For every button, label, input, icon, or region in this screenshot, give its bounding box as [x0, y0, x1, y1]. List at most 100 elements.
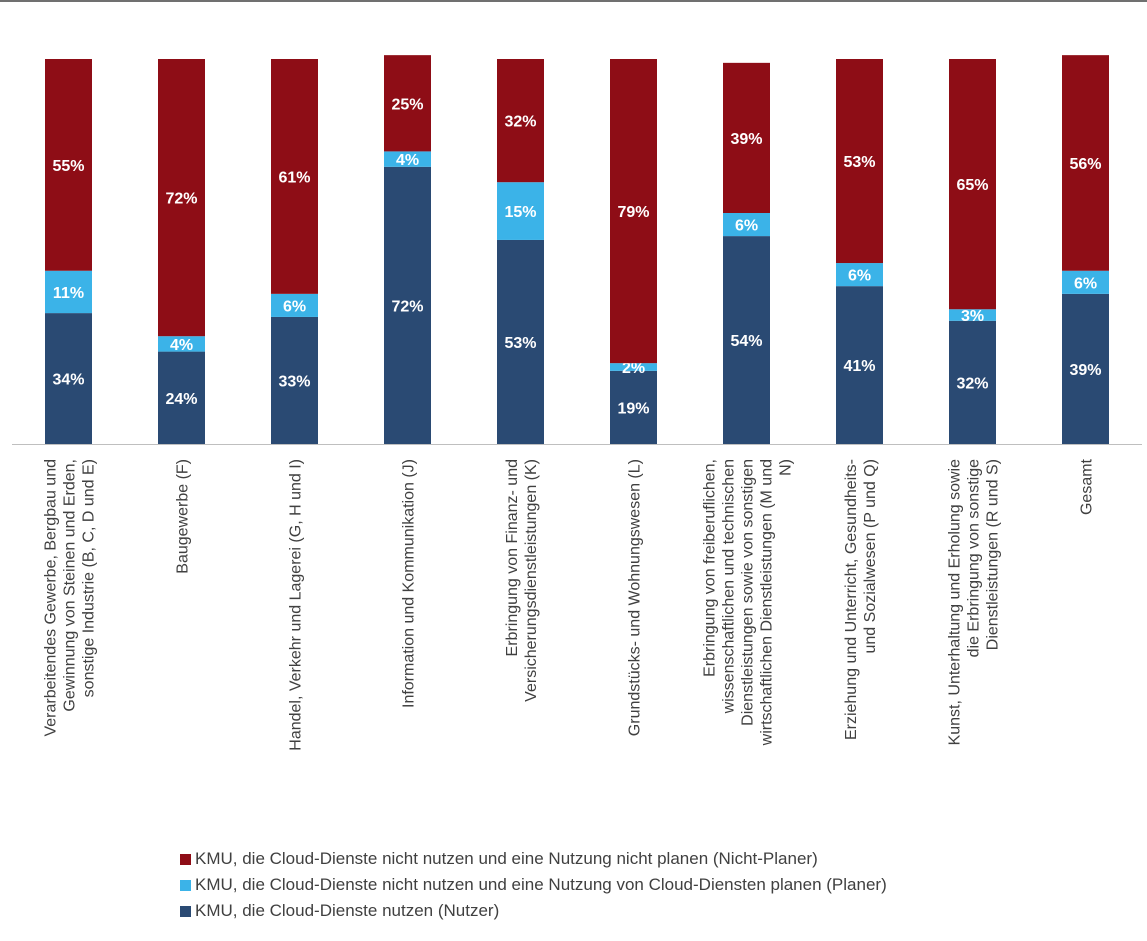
- data-label: 53%: [843, 154, 875, 171]
- x-tick-text: Information und Kommunikation (J): [401, 459, 418, 708]
- data-label: 4%: [396, 152, 419, 169]
- legend-swatch-nutzer: [180, 905, 191, 917]
- x-tick-label: Handel, Verkehr und Lagerei (G, H und I): [288, 459, 305, 751]
- x-tick-line: Dienstleistungen sowie von sonstigen: [740, 459, 757, 726]
- bar-segment: [610, 363, 657, 371]
- data-label: 55%: [52, 158, 84, 175]
- legend-item-nicht-planer: KMU, die Cloud-Dienste nicht nutzen und …: [180, 846, 887, 872]
- bar-segment: [836, 59, 883, 264]
- x-tick-line: wirtschaftlichen Dienstleistungen (M und: [759, 459, 776, 746]
- x-tick-text: Verarbeitendes Gewerbe, Bergbau und Gewin…: [43, 459, 98, 737]
- x-tick-label: Kunst, Unterhaltung und Erholung sowie di…: [947, 459, 1002, 746]
- x-tick-label: Verarbeitendes Gewerbe, Bergbau und Gewin…: [43, 459, 98, 737]
- x-tick-line: wissenschaftlichen und technischen: [721, 459, 738, 714]
- data-label: 41%: [843, 358, 875, 375]
- data-label: 11%: [53, 285, 84, 302]
- bar-segment: [384, 55, 431, 152]
- bar-segment: [45, 59, 92, 271]
- x-tick-label: Erbringung von freiberuflichen, wissensch…: [702, 459, 795, 746]
- bar-segment: [497, 59, 544, 183]
- x-tick-line: Erbringung von freiberuflichen,: [702, 459, 719, 677]
- data-label: 32%: [504, 114, 536, 131]
- legend: KMU, die Cloud-Dienste nicht nutzen und …: [180, 846, 887, 924]
- x-tick-line: Versicherungsdienstleistungen (K): [523, 459, 540, 702]
- bar-segment: [271, 59, 318, 294]
- x-tick-line: N): [778, 459, 795, 476]
- x-tick-line: Kunst, Unterhaltung und Erholung sowie: [947, 459, 964, 746]
- x-tick-line: Dienstleistungen (R und S): [985, 459, 1002, 650]
- data-label: 6%: [1074, 275, 1097, 292]
- x-tick-line: sonstige Industrie (B, C, D und E): [81, 459, 98, 697]
- data-label: 15%: [504, 204, 536, 221]
- x-tick-line: Baugewerbe (F): [175, 459, 192, 574]
- bar-segment: [45, 270, 92, 314]
- bar-segment: [384, 166, 431, 445]
- bar-segment: [610, 370, 657, 444]
- bar-segment: [836, 286, 883, 444]
- x-tick-text: Erbringung von freiberuflichen, wissensch…: [702, 459, 795, 746]
- data-label: 72%: [165, 191, 197, 208]
- x-tick-text: Kunst, Unterhaltung und Erholung sowie di…: [947, 459, 1002, 746]
- bar-segment: [158, 59, 205, 337]
- data-label: 54%: [730, 333, 762, 350]
- data-label: 34%: [52, 372, 84, 389]
- data-label: 6%: [283, 298, 306, 315]
- x-tick-text: Baugewerbe (F): [175, 459, 192, 574]
- data-label: 32%: [956, 375, 988, 392]
- bar-segment: [45, 313, 92, 444]
- data-label: 6%: [848, 268, 871, 285]
- legend-label-nicht-planer: KMU, die Cloud-Dienste nicht nutzen und …: [195, 849, 818, 868]
- data-label: 72%: [391, 298, 423, 315]
- bar-segment: [723, 236, 770, 444]
- bar-segment: [949, 320, 996, 444]
- bar-segment: [723, 62, 770, 213]
- data-label: 3%: [961, 308, 984, 325]
- data-label: 25%: [391, 96, 423, 113]
- bar-segment: [384, 151, 431, 167]
- x-tick-line: Gesamt: [1079, 458, 1096, 515]
- x-tick-label: Gesamt: [1079, 458, 1096, 515]
- x-tick-line: Gewinnung von Steinen und Erden,: [62, 459, 79, 712]
- data-label: 39%: [730, 131, 762, 148]
- x-tick-line: Erziehung und Unterricht, Gesundheits-: [843, 459, 860, 740]
- data-label: 24%: [165, 391, 197, 408]
- x-tick-text: Handel, Verkehr und Lagerei (G, H und I): [288, 459, 305, 751]
- legend-item-planer: KMU, die Cloud-Dienste nicht nutzen und …: [180, 872, 887, 898]
- data-label: 4%: [170, 337, 193, 354]
- data-label: 56%: [1069, 156, 1101, 173]
- x-tick-line: Grundstücks- und Wohnungswesen (L): [627, 459, 644, 736]
- x-tick-line: die Erbringung von sonstige: [966, 459, 983, 657]
- bar-segment: [271, 293, 318, 317]
- x-tick-text: Erbringung von Finanz- und Versicherungsd…: [504, 459, 540, 702]
- data-label: 39%: [1069, 362, 1101, 379]
- legend-swatch-planer: [180, 879, 191, 891]
- x-tick-line: Information und Kommunikation (J): [401, 459, 418, 708]
- x-tick-text: Erziehung und Unterricht, Gesundheits-un…: [843, 459, 879, 740]
- x-tick-label: Erziehung und Unterricht, Gesundheits-un…: [843, 459, 879, 740]
- legend-item-nutzer: KMU, die Cloud-Dienste nutzen (Nutzer): [180, 898, 887, 924]
- data-label: 79%: [617, 204, 649, 221]
- bar-segment: [497, 239, 544, 444]
- bar-segment: [723, 213, 770, 237]
- data-label: 65%: [956, 177, 988, 194]
- x-tick-line: Handel, Verkehr und Lagerei (G, H und I): [288, 459, 305, 751]
- x-tick-line: und Sozialwesen (P und Q): [862, 459, 879, 653]
- x-tick-line: Erbringung von Finanz- und: [504, 459, 521, 656]
- data-label: 53%: [504, 335, 536, 352]
- data-label: 6%: [735, 218, 758, 235]
- bar-segment: [158, 351, 205, 444]
- data-label: 33%: [278, 373, 310, 390]
- legend-label-nutzer: KMU, die Cloud-Dienste nutzen (Nutzer): [195, 901, 500, 920]
- x-tick-label: Baugewerbe (F): [175, 459, 192, 574]
- bar-segment: [1062, 270, 1109, 294]
- bar-segment: [271, 316, 318, 444]
- data-label: 19%: [617, 400, 649, 417]
- x-tick-label: Information und Kommunikation (J): [401, 459, 418, 708]
- x-tick-text: Grundstücks- und Wohnungswesen (L): [627, 459, 644, 736]
- x-tick-label: Erbringung von Finanz- und Versicherungsd…: [504, 459, 540, 702]
- x-tick-label: Grundstücks- und Wohnungswesen (L): [627, 459, 644, 736]
- bar-segment: [949, 309, 996, 321]
- legend-label-planer: KMU, die Cloud-Dienste nicht nutzen und …: [195, 875, 887, 894]
